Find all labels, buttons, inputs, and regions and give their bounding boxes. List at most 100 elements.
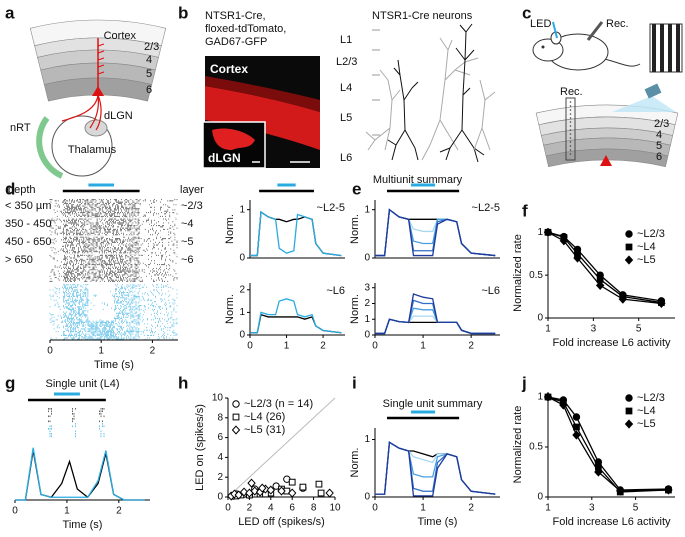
series-line [375,315,496,335]
probe-site [569,149,572,151]
marker [288,478,296,486]
x-tick-label: 2 [247,503,253,514]
marker [247,478,256,488]
image-label: Cortex [210,62,248,76]
legend-marker [231,425,241,435]
marker [572,430,581,440]
neuron-branch [97,50,105,54]
layer-label: 4 [146,54,152,66]
thalamus-label: Thalamus [68,144,117,156]
legend-marker [625,243,633,251]
y-tick-label: 0 [537,492,543,503]
legend-marker [232,413,240,421]
y-tick-label: 0 [239,253,245,264]
y-tick-label: 0 [217,492,223,503]
stripe [652,24,656,72]
x-axis-label: Fold increase L6 activity [553,516,671,528]
raster-spikes [49,199,178,282]
series-line [375,208,496,257]
series-line [250,210,342,257]
neuron-branch [97,43,105,47]
marker [595,280,605,291]
nrt-label: nRT [10,122,31,134]
panel-label: j [521,373,527,392]
probe-site [569,153,572,155]
x-tick-label: 1 [64,506,70,517]
probe-site [569,101,572,103]
rec-label: Rec. [560,86,583,98]
depth-header: depth [8,184,36,196]
annotation: ~L6 [481,285,500,297]
panel-label: g [5,373,15,392]
marker [559,236,569,246]
legend-marker [625,407,633,415]
stripe [660,24,664,72]
light-cone [612,96,676,112]
series-line [15,447,145,501]
y-tick-label: 3 [364,282,370,293]
y-tick-label: 1 [239,204,245,215]
x-tick-label: 1 [545,324,551,335]
panel-label: e [352,179,361,198]
layer-label: ~2/3 [181,200,203,212]
probe-site [569,145,572,147]
marker [543,227,553,237]
panel-b-image [202,56,320,169]
y-tick-label: 1 [239,307,245,318]
layer-label: 6 [146,84,152,96]
layer-label: 2/3 [654,118,669,130]
marker [277,486,286,496]
neuron [387,59,419,161]
y-axis-label: Norm. [349,214,361,244]
led-label: LED [530,18,551,30]
grating-stripes [652,24,680,72]
neurons-title: NTSR1-Cre neurons [372,10,473,22]
neuron [365,69,401,151]
marker [288,488,297,498]
cortex-label: Cortex [104,30,137,42]
x-tick-label: 0 [247,341,253,352]
layer-label: ~5 [181,236,194,248]
marker [572,413,581,421]
legend-marker [625,230,633,238]
marker [299,483,307,491]
y-tick-label: 2 [217,472,223,483]
chart-title: Multiunit summary [373,174,463,186]
mouse-head [532,38,564,62]
x-tick-label: 3 [589,503,595,514]
marker [239,487,249,497]
panel-a-drawing [36,94,113,179]
dlgn-label: dLGN [104,110,133,122]
layer-label: ~4 [181,218,194,230]
series-line [375,441,496,497]
y-tick-label: 2 [239,284,245,295]
probe [565,97,576,161]
panel-label: f [522,201,528,220]
marker [618,294,628,304]
layer-label: 5 [146,68,152,80]
axon [61,94,102,131]
y-axis-label: Norm. [349,294,361,324]
x-tick-label: 10 [329,503,341,514]
probe-site [569,117,572,119]
image-label: dLGN [208,151,241,165]
panel-label: d [5,179,15,198]
x-axis-label: Time (s) [94,359,134,371]
panel-c-drawing [532,21,683,112]
layer-label: L4 [340,82,352,94]
x-tick-label: 0 [225,503,231,514]
panel-label: h [178,373,188,392]
neuron-tracings [365,23,496,163]
x-tick-label: 6 [289,503,295,514]
red-band [205,86,320,150]
y-tick-label: 1 [537,392,543,403]
x-tick-label: 2 [320,341,326,352]
x-tick-label: 3 [591,324,597,335]
raster-spikes [48,408,105,423]
x-tick-label: 0 [372,503,378,514]
legend-label: ~L5 (31) [244,424,285,436]
probe-site [569,133,572,135]
probe-site [569,141,572,143]
probe-site [569,113,572,115]
